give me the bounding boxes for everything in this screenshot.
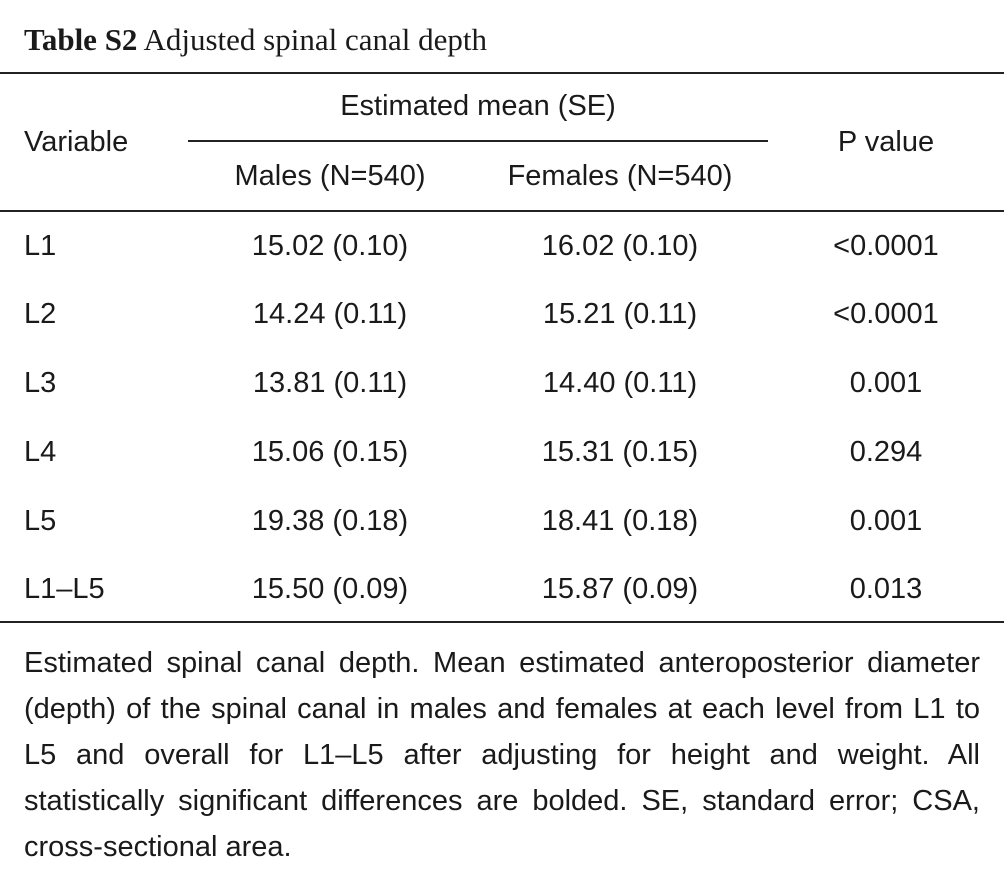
table-row-p-value: <0.0001 — [833, 230, 939, 262]
table-row-p-value: 0.001 — [849, 367, 923, 399]
table-top-rule — [0, 72, 1004, 74]
table-row-variable: L1–L5 — [24, 573, 105, 605]
table-row-variable: L1 — [24, 230, 57, 262]
table-row-males: 13.81 (0.11) — [252, 367, 408, 399]
table-row-males: 15.50 (0.09) — [251, 573, 409, 605]
header-group-rule — [188, 140, 768, 142]
table-footnote: Estimated spinal canal depth. Mean estim… — [24, 647, 980, 863]
table-row-females: 14.40 (0.11) — [542, 367, 698, 399]
table-row-p-value: 0.013 — [849, 573, 923, 605]
table-row-males: 19.38 (0.18) — [251, 505, 409, 537]
table-row-p-value: 0.294 — [849, 436, 923, 468]
header-males: Males (N=540) — [234, 160, 426, 192]
header-bottom-rule — [0, 210, 1004, 212]
table-row-females: 16.02 (0.10) — [541, 230, 699, 262]
table-row-males: 14.24 (0.11) — [252, 298, 408, 330]
table-row-females: 15.87 (0.09) — [541, 573, 699, 605]
table-caption: Table S2 Adjusted spinal canal depth — [24, 20, 487, 60]
table-caption-title: Adjusted spinal canal depth — [143, 22, 487, 57]
table-row-males: 15.06 (0.15) — [251, 436, 409, 468]
header-females: Females (N=540) — [507, 160, 733, 192]
table-row-variable: L5 — [24, 505, 57, 537]
header-variable: Variable — [24, 126, 129, 158]
table-row-females: 15.31 (0.15) — [541, 436, 699, 468]
table-bottom-rule — [0, 621, 1004, 623]
header-p-value: P value — [837, 126, 935, 158]
table-row-variable: L3 — [24, 367, 57, 399]
table-caption-label: Table S2 — [24, 22, 138, 57]
table-row-variable: L2 — [24, 298, 57, 330]
table-row-females: 18.41 (0.18) — [541, 505, 699, 537]
table-row-females: 15.21 (0.11) — [542, 298, 698, 330]
table-row-p-value: 0.001 — [849, 505, 923, 537]
table-row-males: 15.02 (0.10) — [251, 230, 409, 262]
table-row-variable: L4 — [24, 436, 57, 468]
header-estimated-mean: Estimated mean (SE) — [340, 90, 616, 122]
table-row-p-value: <0.0001 — [833, 298, 939, 330]
